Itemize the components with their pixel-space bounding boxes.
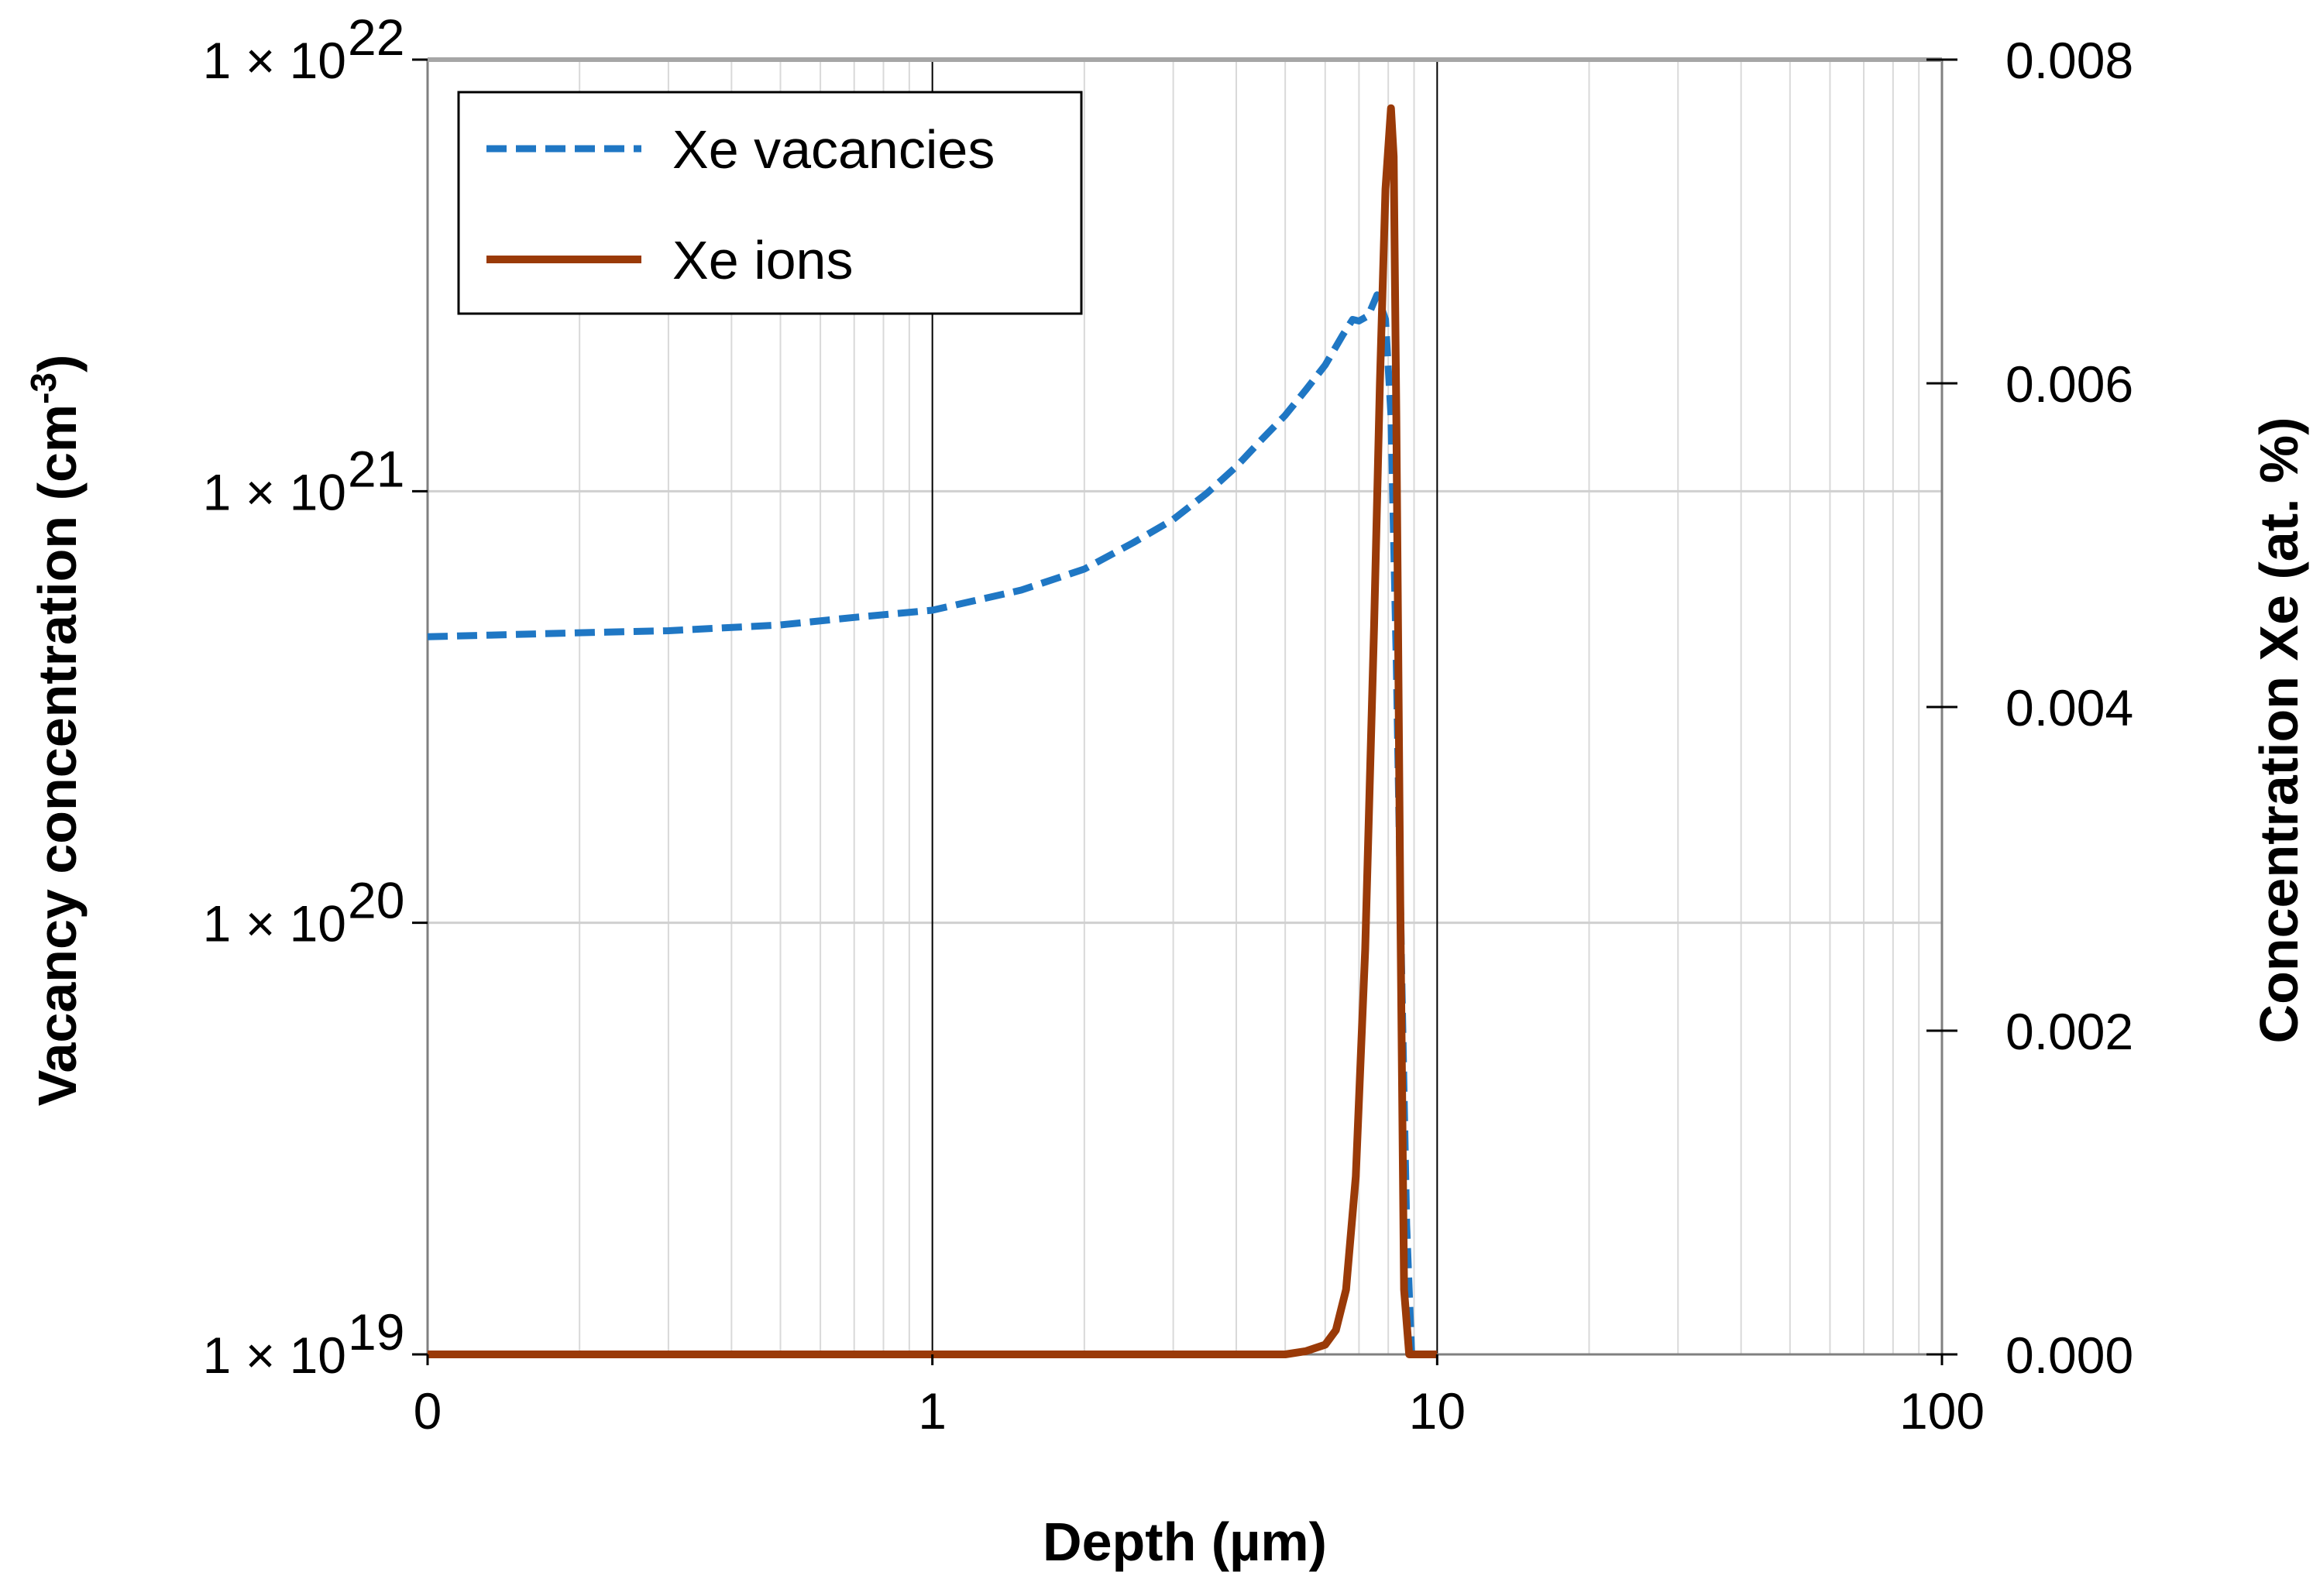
x-tick-label: 1 (918, 1382, 947, 1440)
legend-label-xe-vacancies: Xe vacancies (672, 119, 995, 180)
left-y-tick-label: 1 × 10 (203, 895, 346, 952)
right-y-tick-label: 0.000 (2005, 1327, 2133, 1384)
right-y-tick-label: 0.006 (2005, 355, 2133, 413)
legend-label-xe-ions: Xe ions (672, 230, 853, 290)
series-line-xe-ions (428, 104, 1438, 1358)
left-y-tick-exponent: 21 (348, 440, 404, 497)
left-y-axis-title-sup: -3 (23, 372, 64, 404)
right-y-axis-title: Concentration Xe (at. %) (2249, 417, 2309, 1044)
legend: Xe vacancies Xe ions (457, 91, 1083, 315)
series-layer (427, 104, 1438, 1358)
x-axis-title: Depth (µm) (1043, 1512, 1327, 1572)
tick-marks (412, 58, 1957, 1365)
legend-box (457, 91, 1083, 315)
right-y-tick-label: 0.002 (2005, 1003, 2133, 1060)
left-y-tick-label: 1 × 10 (203, 463, 346, 520)
x-tick-label: 10 (1409, 1382, 1466, 1440)
x-tick-label: 0 (414, 1382, 442, 1440)
left-y-tick-label: 1 × 10 (203, 1327, 346, 1384)
right-y-tick-label: 0.008 (2005, 32, 2133, 89)
series-line-xe-vacancies (427, 291, 1415, 1355)
left-y-tick-labels: 1 × 10 191 × 10 201 × 10 211 × 10 22 (203, 9, 405, 1384)
right-y-tick-label: 0.004 (2005, 679, 2133, 736)
left-y-axis-title-close: ) (27, 355, 88, 372)
left-y-tick-exponent: 19 (348, 1303, 404, 1361)
left-y-axis-title-main: Vacancy concentration (cm (27, 404, 88, 1106)
x-tick-labels: 0 1 10 100 (414, 1382, 1985, 1440)
left-y-tick-exponent: 20 (348, 872, 404, 929)
left-y-tick-exponent: 22 (348, 9, 404, 66)
right-y-tick-labels: 0.000 0.002 0.004 0.006 0.008 (2005, 32, 2133, 1384)
x-tick-label: 100 (1899, 1382, 1985, 1440)
left-y-axis-title: Vacancy concentration (cm-3) (23, 355, 88, 1107)
left-y-tick-label: 1 × 10 (203, 32, 346, 89)
